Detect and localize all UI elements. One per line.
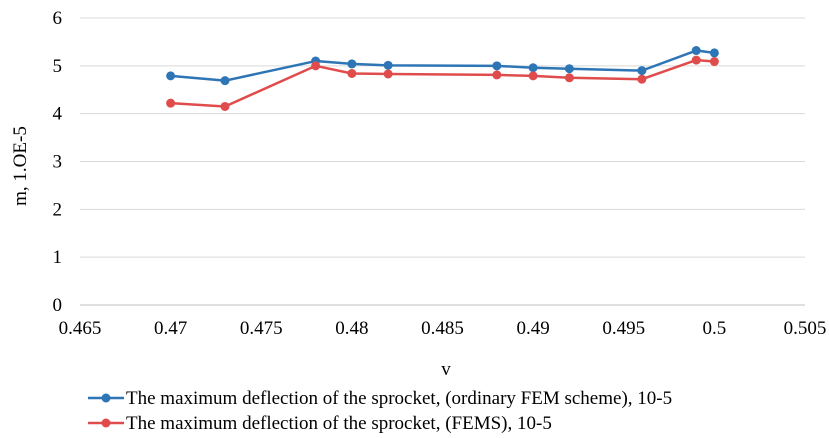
y-tick-label: 5 bbox=[53, 56, 63, 77]
legend-entry-1: The maximum deflection of the sprocket, … bbox=[88, 388, 672, 409]
legend-swatch-marker bbox=[101, 393, 111, 403]
legend: The maximum deflection of the sprocket, … bbox=[88, 388, 672, 434]
y-tick-label: 1 bbox=[53, 247, 63, 268]
data-point bbox=[528, 63, 538, 73]
data-point bbox=[528, 71, 538, 81]
y-tick-label: 0 bbox=[53, 295, 63, 316]
legend-entry-2: The maximum deflection of the sprocket, … bbox=[88, 413, 552, 434]
data-point bbox=[691, 46, 701, 56]
x-tick-label: 0.475 bbox=[240, 318, 283, 339]
data-point bbox=[637, 74, 647, 84]
data-point bbox=[492, 61, 502, 71]
y-tick-label: 6 bbox=[53, 8, 63, 29]
data-point bbox=[492, 70, 502, 80]
data-point bbox=[691, 55, 701, 65]
data-point bbox=[564, 64, 574, 74]
data-point bbox=[347, 68, 357, 78]
x-tick-labels: 0.465 0.47 0.475 0.48 0.485 0.49 0.495 0.5 0.505 bbox=[59, 318, 827, 339]
x-tick-label: 0.505 bbox=[784, 318, 827, 339]
series-line bbox=[170, 58, 715, 108]
y-axis-title: m, 1.OE-5 bbox=[10, 126, 31, 206]
legend-label: The maximum deflection of the sprocket, … bbox=[126, 388, 672, 409]
data-point bbox=[564, 73, 574, 83]
y-tick-label: 3 bbox=[53, 152, 63, 173]
legend-swatch-marker bbox=[101, 418, 111, 428]
data-point bbox=[383, 60, 393, 70]
legend-label: The maximum deflection of the sprocket, … bbox=[126, 413, 552, 434]
data-point bbox=[347, 59, 357, 69]
x-tick-label: 0.47 bbox=[154, 318, 187, 339]
y-tick-label: 2 bbox=[53, 199, 63, 220]
x-tick-label: 0.49 bbox=[517, 318, 550, 339]
y-tick-label: 4 bbox=[53, 104, 63, 125]
data-point bbox=[709, 57, 719, 67]
x-tick-label: 0.5 bbox=[703, 318, 727, 339]
data-point bbox=[709, 48, 719, 58]
data-point bbox=[220, 76, 230, 86]
data-point bbox=[311, 61, 321, 71]
data-point bbox=[637, 66, 647, 76]
data-point bbox=[220, 101, 230, 111]
x-tick-label: 0.48 bbox=[335, 318, 368, 339]
data-series bbox=[166, 46, 719, 111]
series-2 bbox=[166, 55, 719, 111]
x-tick-label: 0.465 bbox=[59, 318, 102, 339]
x-tick-label: 0.485 bbox=[421, 318, 464, 339]
data-point bbox=[166, 71, 176, 81]
x-axis-title: v bbox=[441, 359, 451, 380]
data-point bbox=[166, 98, 176, 108]
x-tick-label: 0.495 bbox=[602, 318, 645, 339]
y-tick-labels: 0 1 2 3 4 5 6 bbox=[53, 8, 63, 316]
data-point bbox=[383, 69, 393, 79]
